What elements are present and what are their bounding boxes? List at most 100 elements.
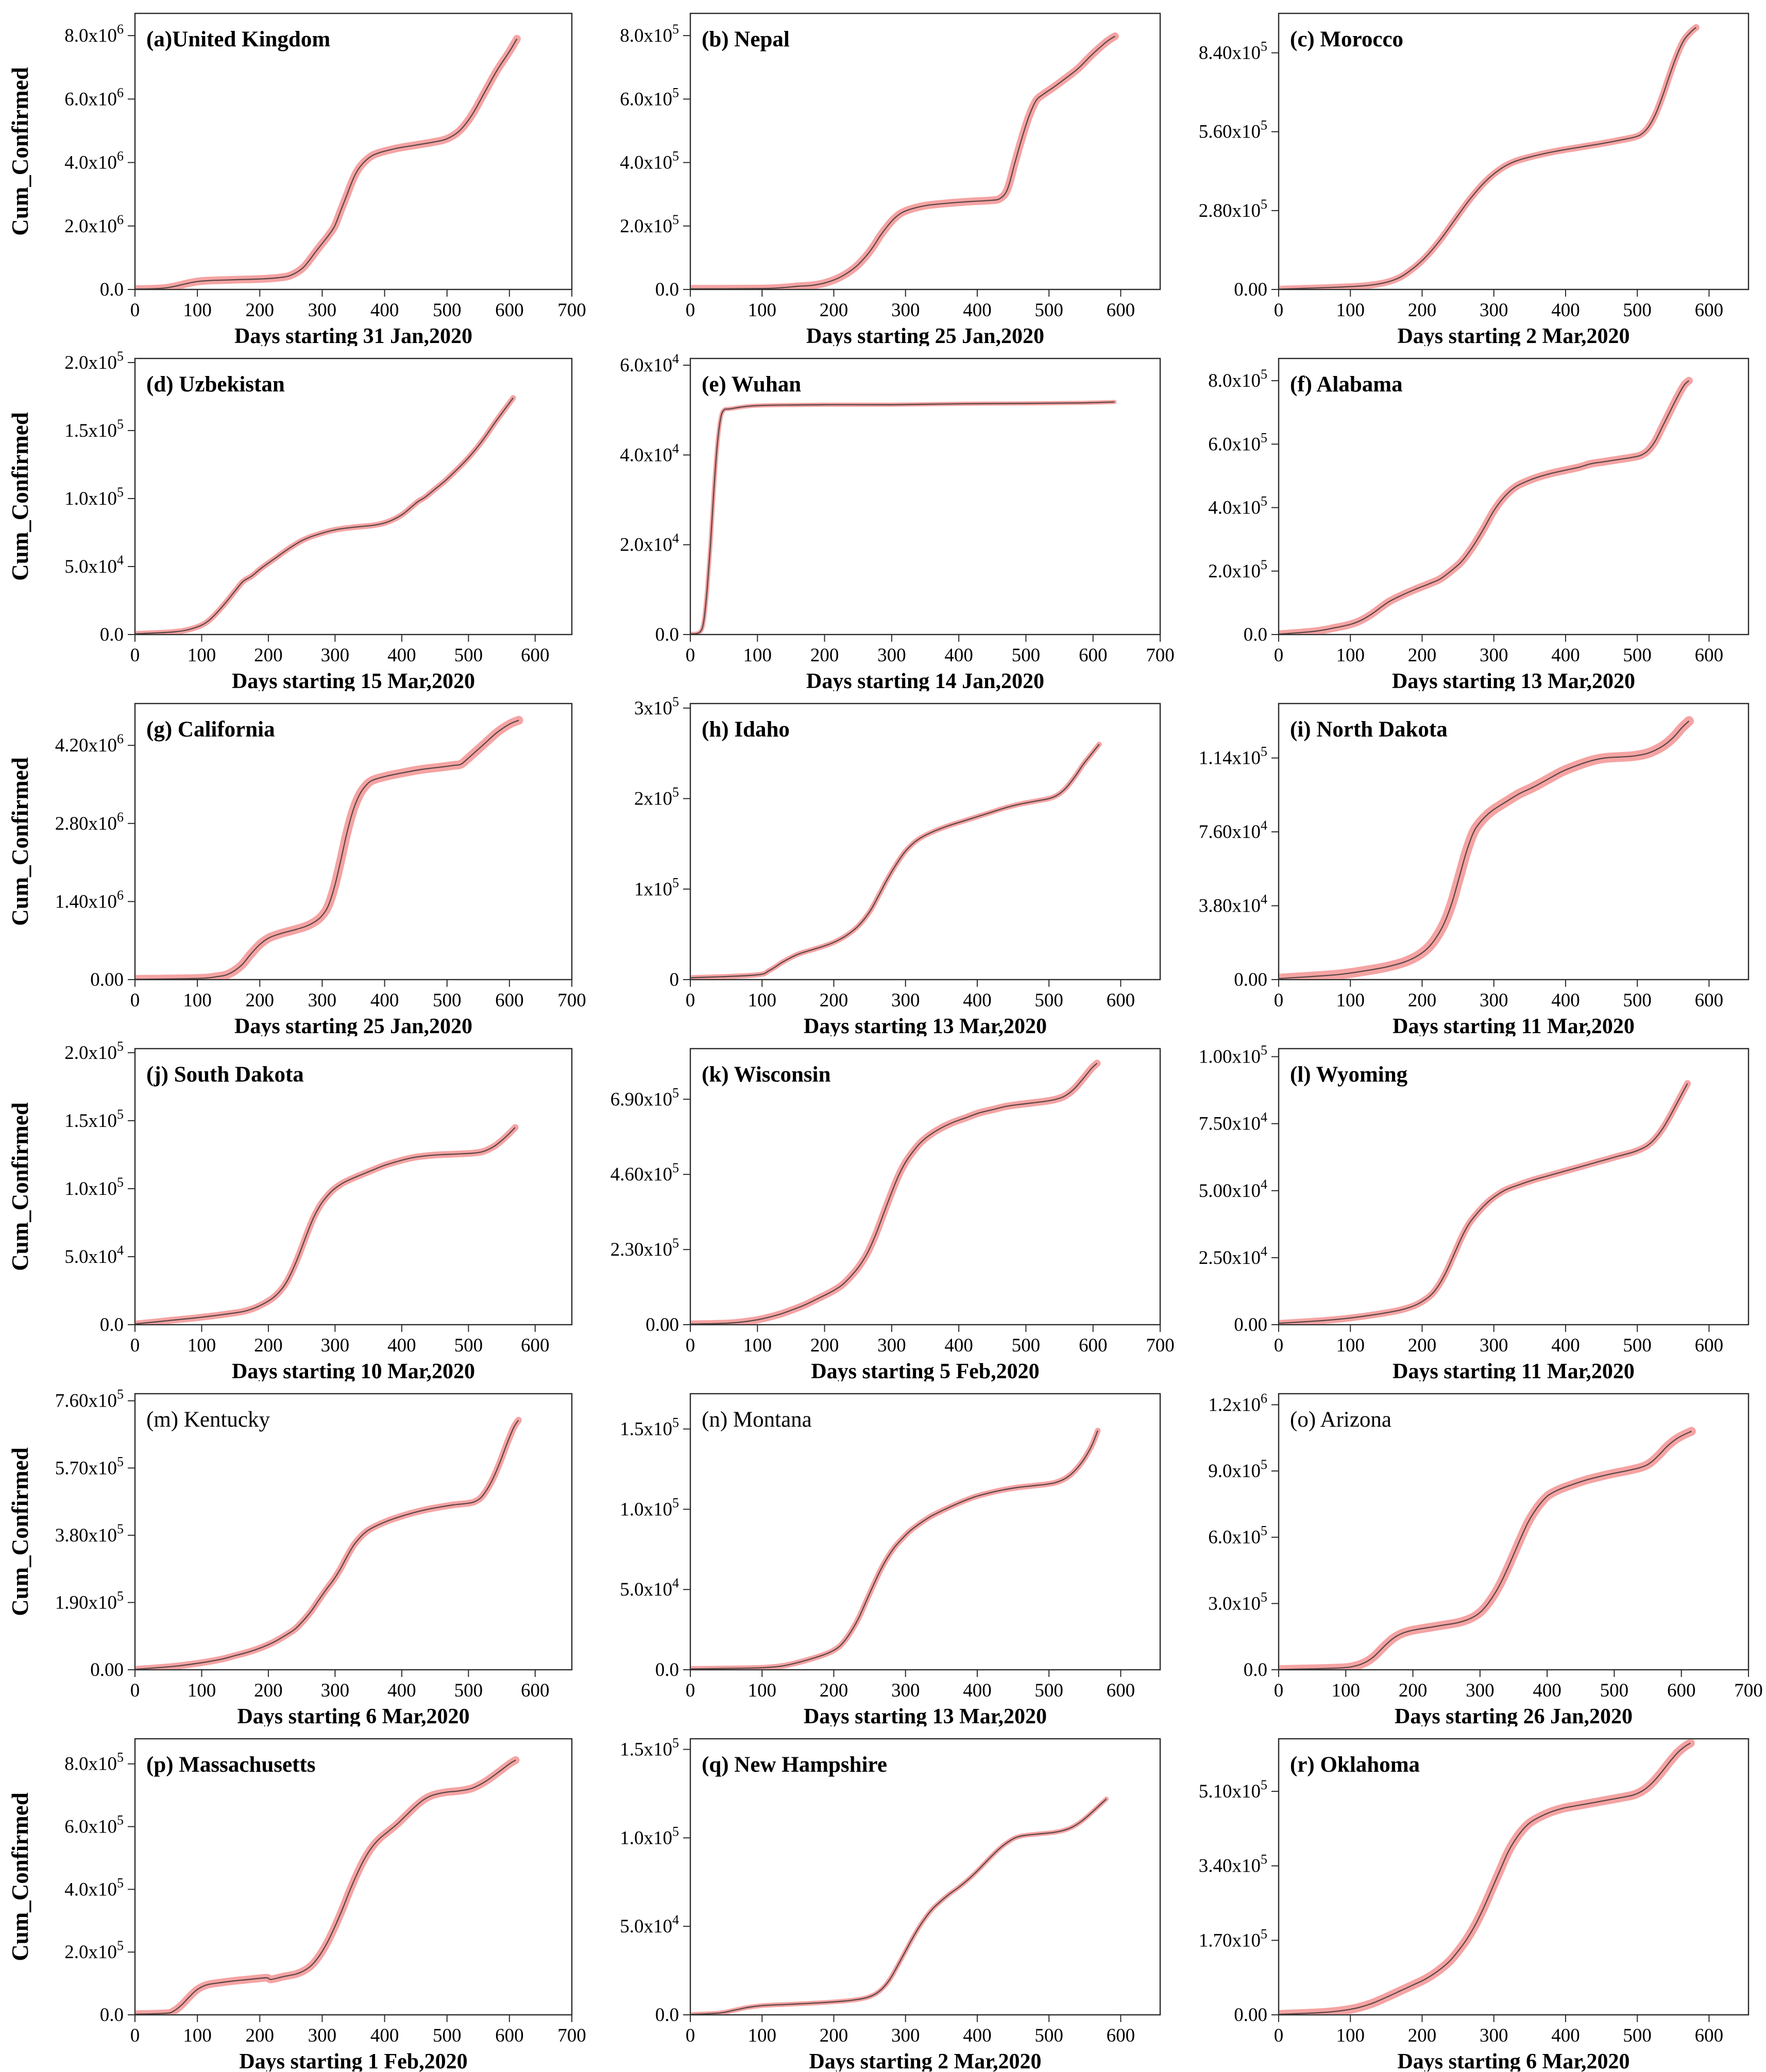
panel-title: (e) Wuhan [702, 372, 801, 397]
y-tick-label: 5.70x105 [55, 1454, 124, 1479]
x-tick-label: 300 [891, 1680, 920, 1701]
x-tick-label: 400 [370, 2025, 399, 2046]
panel-title: (b) Nepal [702, 27, 790, 52]
y-tick-label: 2.0x105 [620, 212, 679, 237]
y-tick-label: 3.80x104 [1199, 892, 1267, 917]
data-line [1279, 1083, 1688, 1324]
y-tick-label: 8.0x105 [1208, 367, 1267, 391]
panel-title: (f) Alabama [1290, 372, 1403, 397]
x-tick-label: 100 [1336, 1335, 1365, 1356]
chart-panel-g: 0.00 1.40x106 2.80x106 4.20x106 0 100 200 300 40… [0, 691, 588, 1036]
x-tick-label: 600 [1695, 645, 1724, 666]
x-tick-label: 400 [387, 1335, 416, 1356]
y-tick-label: 2.80x106 [55, 810, 124, 834]
x-tick-label: 300 [321, 1680, 350, 1701]
x-axis-label: Days starting 10 Mar,2020 [232, 1360, 475, 1381]
x-tick-label: 200 [254, 1335, 283, 1356]
confidence-band [135, 1756, 520, 2014]
y-tick-label: 2.30x105 [610, 1236, 679, 1260]
x-tick-label: 500 [454, 1335, 483, 1356]
x-tick-label: 700 [1146, 1335, 1175, 1356]
y-tick-label: 6.0x106 [64, 85, 124, 110]
x-tick-label: 700 [557, 990, 586, 1011]
x-tick-label: 100 [183, 2025, 212, 2046]
chart-panel-r: 0.00 1.70x105 3.40x105 5.10x105 0 100 200 300 40… [1177, 1726, 1765, 2071]
confidence-band [1279, 24, 1700, 289]
data-line [691, 1798, 1107, 2014]
x-tick-label: 600 [495, 990, 524, 1011]
x-tick-label: 500 [1623, 300, 1652, 321]
x-tick-label: 600 [521, 645, 550, 666]
y-tick-label: 1.2x106 [1208, 1391, 1267, 1415]
chart-svg-a: 0.0 2.0x106 4.0x106 6.0x106 8.0x106 0 100 200 30… [7, 12, 586, 346]
confidence-band [691, 742, 1102, 979]
x-axis-label: Days starting 11 Mar,2020 [1393, 1360, 1635, 1381]
y-tick-label: 1.5x105 [620, 1736, 679, 1760]
confidence-band [135, 35, 521, 289]
x-tick-label: 100 [748, 1680, 776, 1701]
x-tick-label: 500 [454, 1680, 483, 1701]
x-tick-label: 0 [686, 2025, 695, 2046]
chart-svg-e: 0.0 2.0x104 4.0x104 6.0x104 0 100 200 300 400 500… [620, 351, 1175, 691]
plot-frame [689, 1393, 1161, 1671]
data-line [1279, 1430, 1692, 1669]
x-tick-label: 300 [1480, 300, 1508, 321]
x-tick-label: 0 [1274, 990, 1284, 1011]
y-axis-label: Cum_Confirmed [7, 1792, 33, 1961]
panel-title: (i) North Dakota [1290, 717, 1448, 742]
x-tick-label: 200 [1408, 300, 1437, 321]
x-tick-label: 0 [686, 1335, 695, 1356]
x-tick-label: 400 [1551, 1335, 1580, 1356]
x-axis-label: Days starting 2 Mar,2020 [1397, 324, 1629, 346]
chart-svg-c: 0.00 2.80x105 5.60x105 8.40x105 0 100 200 300 40… [1199, 12, 1750, 346]
y-axis-label: Cum_Confirmed [7, 1102, 33, 1271]
plot-frame [1278, 357, 1750, 636]
x-tick-label: 200 [820, 2025, 848, 2046]
chart-panel-b: 0.0 2.0x105 4.0x105 6.0x105 8.0x105 0 100 200 30… [588, 1, 1177, 346]
x-tick-label: 100 [183, 990, 212, 1011]
x-axis-label: Days starting 13 Mar,2020 [804, 1015, 1047, 1036]
y-tick-label: 4.0x104 [620, 441, 679, 466]
plot-frame [134, 1048, 573, 1326]
data-line [135, 720, 519, 979]
data-line [691, 744, 1100, 979]
x-tick-label: 500 [1034, 1680, 1063, 1701]
confidence-band [1279, 1739, 1695, 2014]
y-tick-label: 7.60x105 [55, 1387, 124, 1412]
data-line [1279, 27, 1697, 289]
chart-svg-n: 0.0 5.0x104 1.0x105 1.5x105 0 100 200 300 400 500… [620, 1393, 1161, 1726]
plot-frame [689, 357, 1161, 636]
x-tick-label: 200 [820, 990, 848, 1011]
y-tick-label: 3.40x105 [1199, 1852, 1267, 1877]
x-tick-label: 300 [321, 645, 350, 666]
chart-panel-m: 0.00 1.90x105 3.80x105 5.70x105 7.60x105 0 100… [0, 1381, 588, 1726]
y-tick-label: 0.00 [1234, 2005, 1267, 2026]
x-tick-label: 200 [254, 1680, 283, 1701]
x-tick-label: 400 [1551, 2025, 1580, 2046]
x-tick-label: 100 [1336, 2025, 1365, 2046]
y-tick-label: 1.40x106 [55, 887, 124, 912]
x-tick-label: 300 [308, 2025, 337, 2046]
x-axis-label: Days starting 15 Mar,2020 [232, 670, 475, 691]
y-tick-label: 0.0 [655, 1659, 679, 1681]
x-tick-label: 0 [130, 2025, 140, 2046]
x-tick-label: 400 [963, 2025, 992, 2046]
y-tick-label: 5.0x104 [64, 553, 124, 577]
x-tick-label: 500 [1600, 1680, 1629, 1701]
plot-frame [1278, 12, 1750, 290]
y-tick-label: 8.0x105 [620, 22, 679, 46]
y-tick-label: 4.20x106 [55, 731, 124, 756]
y-tick-label: 3.0x105 [1208, 1589, 1267, 1614]
x-tick-label: 0 [130, 1680, 140, 1701]
x-axis-label: Days starting 25 Jan,2020 [806, 324, 1044, 346]
data-line [1279, 1742, 1691, 2014]
x-tick-label: 200 [246, 990, 275, 1011]
x-tick-label: 300 [321, 1335, 350, 1356]
x-tick-label: 300 [891, 300, 920, 321]
y-tick-label: 6.0x105 [1208, 1523, 1267, 1548]
x-tick-label: 300 [1466, 1680, 1495, 1701]
data-line [691, 36, 1115, 289]
x-axis-label: Days starting 5 Feb,2020 [811, 1360, 1039, 1381]
chart-panel-h: 0 1x105 2x105 3x105 0 100 200 300 400 500 600 (h) I… [588, 691, 1177, 1036]
y-tick-label: 2.0x105 [1208, 557, 1267, 582]
